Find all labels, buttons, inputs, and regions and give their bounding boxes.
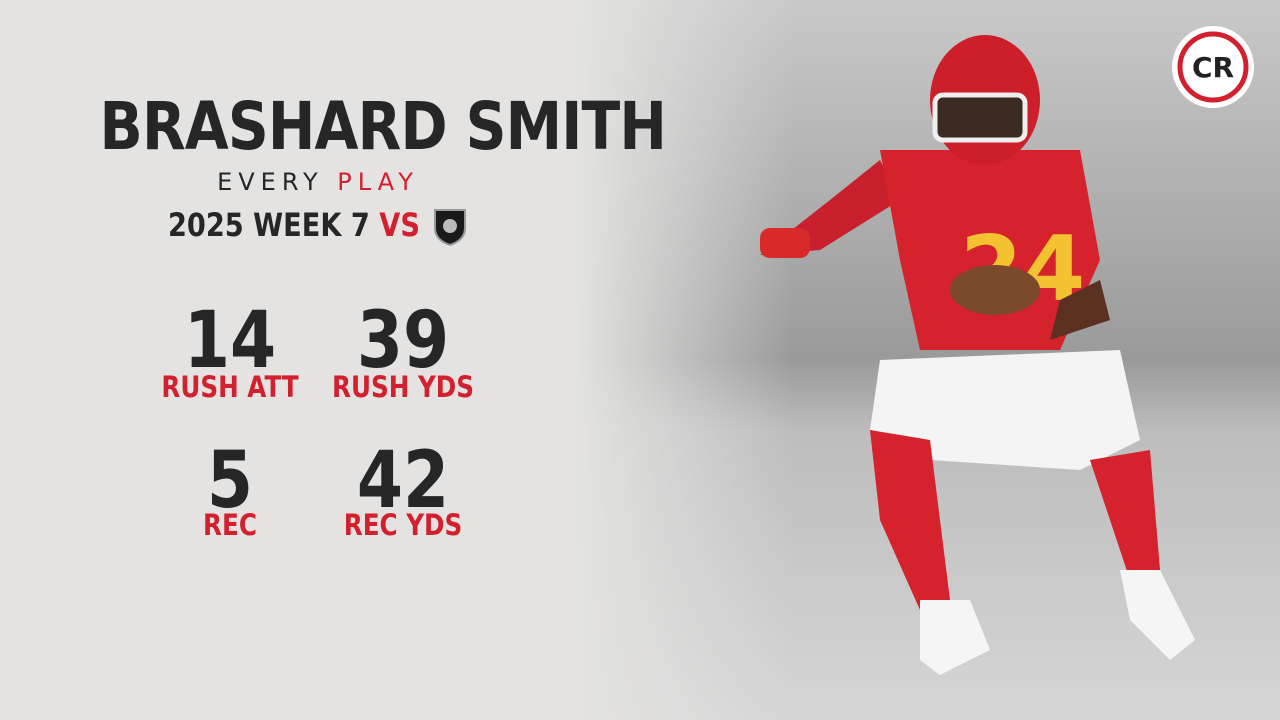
subtitle-every: EVERY [217, 168, 324, 196]
stat-value: 39 [356, 296, 450, 386]
stat-label: REC [203, 508, 257, 542]
subtitle-play: PLAY [337, 168, 419, 196]
stat-label: REC YDS [343, 508, 463, 542]
stat-label: RUSH YDS [331, 370, 475, 404]
channel-logo: CR [1172, 26, 1254, 108]
vs: VS [379, 206, 420, 244]
stat-label: RUSH ATT [161, 370, 299, 404]
stat-value: 42 [356, 436, 450, 526]
subtitle: EVERY PLAY [64, 168, 572, 196]
player: 24 [760, 35, 1195, 675]
game-week: 2025 WEEK 7 [168, 206, 370, 244]
game-info: 2025 WEEK 7 VS [168, 206, 420, 244]
stat-value: 5 [206, 436, 254, 526]
player-name: BRASHARD SMITH [99, 88, 667, 165]
logo-text: CR [1192, 51, 1234, 84]
opponent-logo [434, 209, 466, 246]
stat-value: 14 [183, 296, 277, 386]
